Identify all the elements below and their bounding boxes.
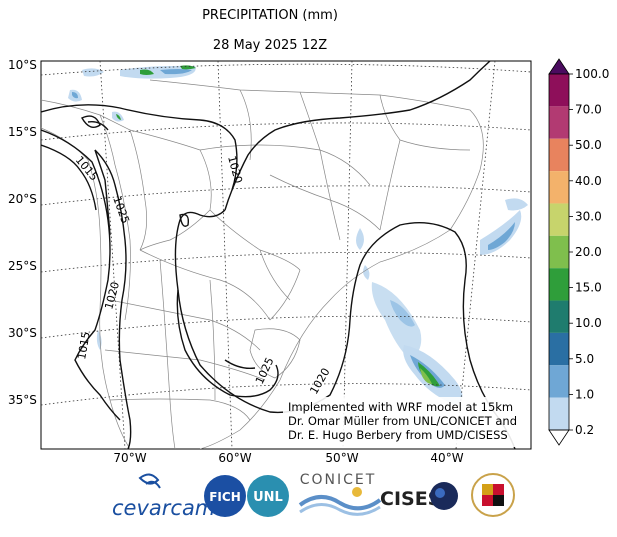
colorbar-tick-label: 10.0 bbox=[575, 316, 602, 330]
logo-strip: cevarcam FICH UNL CONICET CISESS bbox=[112, 472, 515, 520]
colorbar-swatch bbox=[549, 171, 569, 204]
figure-title: PRECIPITATION (mm) bbox=[202, 8, 338, 23]
map-panel: 1015 1025 1020 1020 1015 1025 1020 Imple… bbox=[40, 60, 532, 450]
precipitation-shading bbox=[68, 65, 528, 405]
lon-label: 50°W bbox=[325, 451, 358, 465]
colorbar-tick-label: 0.2 bbox=[575, 423, 594, 437]
lat-label: 35°S bbox=[8, 393, 37, 407]
latitude-labels: 10°S 15°S 20°S 25°S 30°S 35°S bbox=[8, 58, 37, 407]
colorbar-tick-label: 40.0 bbox=[575, 174, 602, 188]
colorbar-tick-label: 1.0 bbox=[575, 387, 594, 401]
cevarcam-text: cevarcam bbox=[112, 496, 215, 520]
colorbar-swatch bbox=[549, 203, 569, 236]
colorbar-extend-min bbox=[548, 429, 570, 446]
colorbar-swatch bbox=[549, 300, 569, 333]
credit-line-2: Dr. Omar Müller from UNL/CONICET and bbox=[288, 414, 517, 428]
figure-subtitle: 28 May 2025 12Z bbox=[213, 38, 327, 53]
conicet-logo: CONICET bbox=[298, 472, 382, 516]
lon-label: 40°W bbox=[430, 451, 463, 465]
colorbar-swatch bbox=[549, 106, 569, 139]
colorbar: 100.0 70.0 50.0 40.0 30.0 20.0 15.0 10.0 5.0 1.0 0… bbox=[548, 58, 609, 446]
conicet-text: CONICET bbox=[300, 472, 377, 488]
colorbar-extend-max bbox=[548, 58, 570, 75]
unl-logo: UNL bbox=[247, 475, 289, 517]
lon-label: 70°W bbox=[113, 451, 146, 465]
colorbar-tick-label: 20.0 bbox=[575, 245, 602, 259]
lat-label: 30°S bbox=[8, 326, 37, 340]
isobar-label: 1015 bbox=[75, 331, 93, 361]
colorbar-swatch bbox=[549, 268, 569, 301]
colorbar-swatch bbox=[549, 397, 569, 430]
unl-text: UNL bbox=[253, 490, 283, 505]
lon-label: 60°W bbox=[218, 451, 251, 465]
credit-line-3: Dr. E. Hugo Berbery from UMD/CISESS bbox=[288, 428, 508, 442]
fich-logo: FICH bbox=[204, 475, 246, 517]
umd-seal-logo bbox=[471, 473, 515, 517]
colorbar-tick-label: 50.0 bbox=[575, 138, 602, 152]
lat-label: 10°S bbox=[8, 58, 37, 72]
colorbar-tick-label: 5.0 bbox=[575, 352, 594, 366]
colorbar-swatch bbox=[549, 332, 569, 366]
lat-label: 25°S bbox=[8, 259, 37, 273]
cisess-logo: CISESS bbox=[380, 482, 458, 510]
colorbar-tick-label: 30.0 bbox=[575, 209, 602, 223]
credits-box bbox=[283, 397, 529, 447]
longitude-labels: 70°W 60°W 50°W 40°W bbox=[113, 451, 463, 465]
colorbar-tick-label: 70.0 bbox=[575, 103, 602, 117]
fich-text: FICH bbox=[209, 490, 241, 504]
lat-label: 15°S bbox=[8, 125, 37, 139]
colorbar-tick-label: 15.0 bbox=[575, 281, 602, 295]
colorbar-swatch bbox=[549, 74, 569, 107]
cevarcam-logo: cevarcam bbox=[112, 473, 215, 520]
colorbar-swatch bbox=[549, 235, 569, 269]
credit-line-1: Implemented with WRF model at 15km bbox=[288, 400, 513, 414]
colorbar-swatch bbox=[549, 138, 569, 172]
lat-label: 20°S bbox=[8, 192, 37, 206]
political-borders bbox=[41, 79, 484, 449]
colorbar-tick-label: 100.0 bbox=[575, 67, 609, 81]
colorbar-swatch bbox=[549, 365, 569, 398]
